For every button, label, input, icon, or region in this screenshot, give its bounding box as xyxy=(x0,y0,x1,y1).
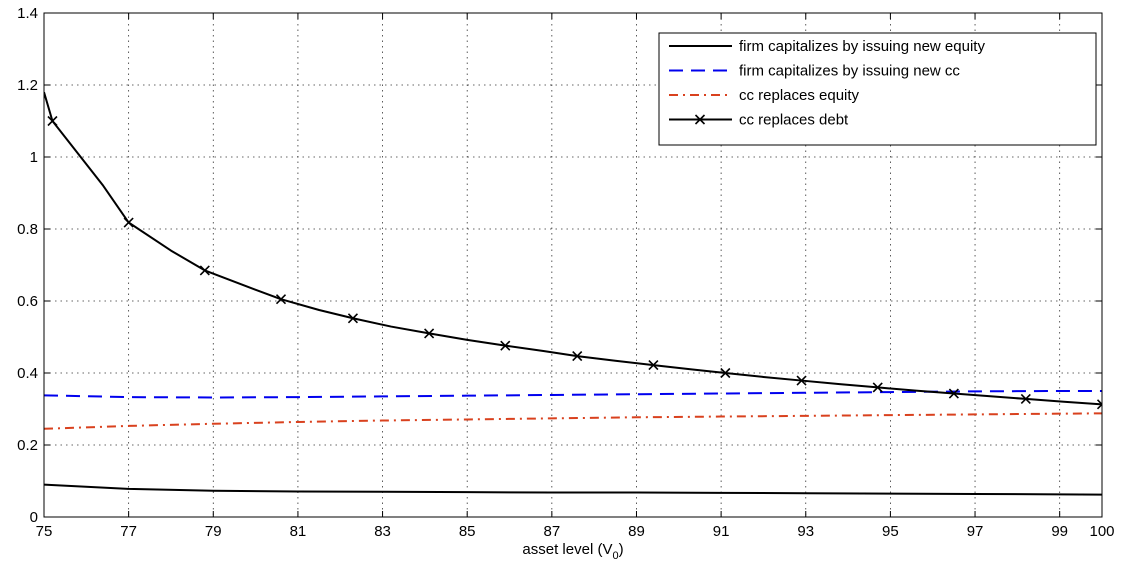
x-axis-title-subscript: 0 xyxy=(612,550,618,562)
x-tick-label: 77 xyxy=(120,523,137,540)
data-point-marker xyxy=(275,294,287,305)
data-point-marker xyxy=(648,360,659,371)
plot-frame xyxy=(43,12,1103,518)
x-tick-label: 83 xyxy=(374,523,391,540)
series-layer xyxy=(44,91,1102,496)
data-point-marker xyxy=(347,313,359,324)
tick-labels: 75 77 79 81 83 85 87 89 91 93 95 97 99 100 0 0.2 0.4 0.6 0… xyxy=(17,5,1114,540)
data-point-marker xyxy=(1020,393,1031,404)
y-tick-label: 1.4 xyxy=(17,5,38,22)
y-tick-label: 0.8 xyxy=(17,221,38,238)
legend-label: cc replaces equity xyxy=(739,87,860,104)
data-point-marker xyxy=(572,351,583,362)
legend-label: firm capitalizes by issuing new equity xyxy=(739,38,985,55)
data-point-marker xyxy=(424,328,435,339)
data-point-marker xyxy=(1096,399,1102,410)
y-tick-label: 1 xyxy=(30,149,38,166)
x-tick-label: 79 xyxy=(205,523,222,540)
series-line xyxy=(44,390,1102,399)
x-tick-label: 100 xyxy=(1089,523,1114,540)
y-tick-label: 0 xyxy=(30,509,38,526)
x-tick-label: 99 xyxy=(1051,523,1068,540)
x-tick-label: 95 xyxy=(882,523,899,540)
x-tick-label: 85 xyxy=(459,523,476,540)
x-tick-label: 87 xyxy=(543,523,560,540)
legend-marker xyxy=(694,114,706,125)
series-1 xyxy=(44,390,1102,399)
legend-entry: firm capitalizes by issuing new equity xyxy=(669,38,985,55)
data-point-marker xyxy=(199,265,210,276)
data-point-marker xyxy=(720,367,731,379)
series-0 xyxy=(44,483,1102,496)
x-tick-label: 81 xyxy=(290,523,307,540)
legend-entry: firm capitalizes by issuing new cc xyxy=(669,63,960,80)
legend-box xyxy=(658,32,1097,146)
y-tick-label: 1.2 xyxy=(17,77,38,94)
x-tick-label: 91 xyxy=(713,523,730,540)
x-tick-label: 75 xyxy=(36,523,53,540)
data-point-marker xyxy=(796,375,807,386)
series-2 xyxy=(44,412,1102,430)
y-tick-label: 0.2 xyxy=(17,437,38,454)
legend-label: cc replaces debt xyxy=(739,112,849,129)
x-tick-label: 89 xyxy=(628,523,645,540)
y-tick-label: 0.6 xyxy=(17,293,38,310)
data-point-marker xyxy=(872,382,883,393)
data-point-marker xyxy=(948,388,959,399)
legend-label: firm capitalizes by issuing new cc xyxy=(739,63,960,80)
x-tick-label: 97 xyxy=(967,523,984,540)
x-axis-title-suffix: ) xyxy=(619,541,624,558)
series-line xyxy=(44,483,1102,496)
x-axis-title-main: asset level (V xyxy=(522,541,612,558)
data-point-marker xyxy=(500,340,511,351)
series-3 xyxy=(44,91,1102,410)
legend: firm capitalizes by issuing new equity fi… xyxy=(658,32,1097,146)
data-point-marker xyxy=(123,217,134,228)
series-line xyxy=(44,91,1102,406)
data-point-marker xyxy=(47,115,58,127)
legend-entry: cc replaces debt xyxy=(669,112,849,129)
series-line xyxy=(44,412,1102,430)
legend-entry: cc replaces equity xyxy=(669,87,860,104)
x-axis-title: asset level (V0) xyxy=(522,541,623,562)
ticks xyxy=(43,12,1103,518)
y-tick-label: 0.4 xyxy=(17,365,38,382)
x-tick-label: 93 xyxy=(797,523,814,540)
